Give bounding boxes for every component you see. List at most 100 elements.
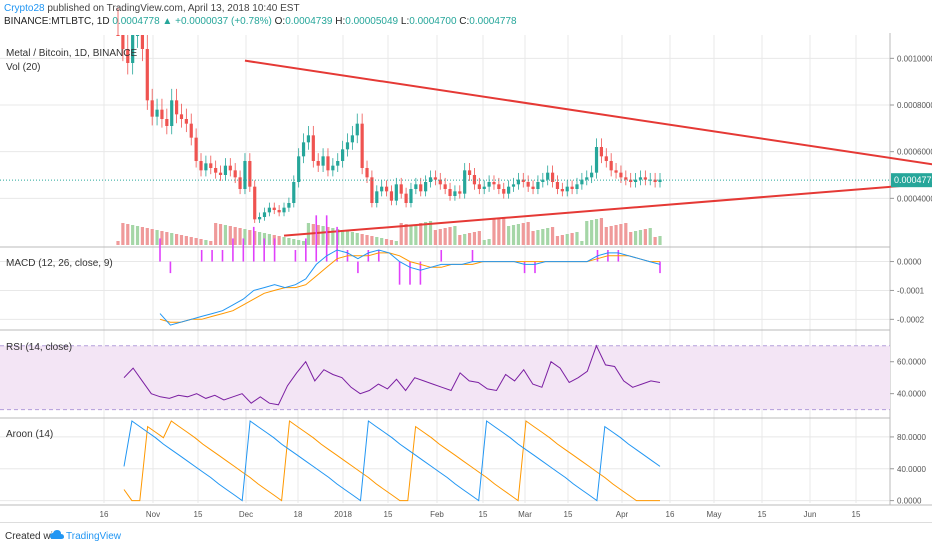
volume-bar <box>477 231 481 245</box>
candle-body <box>404 193 408 203</box>
volume-bar <box>648 228 652 245</box>
y-tick-label: 60.0000 <box>897 358 926 367</box>
trendline-upper[interactable] <box>244 59 932 171</box>
candle-body <box>575 184 579 189</box>
volume-bar <box>546 228 550 245</box>
volume-bar <box>218 224 223 245</box>
volume-bar <box>145 228 149 245</box>
candle-body <box>160 109 164 119</box>
volume-bar <box>282 237 286 245</box>
y-tick-label: 0.0000 <box>897 258 922 267</box>
candle-body <box>380 186 384 192</box>
macd-histogram-bar <box>659 261 661 274</box>
candle-body <box>336 161 340 166</box>
volume-bar <box>404 224 408 245</box>
candle-body <box>463 170 467 194</box>
trendline-lower[interactable] <box>283 180 932 237</box>
volume-bar <box>277 236 281 245</box>
volume-bar <box>658 236 662 245</box>
candle-body <box>121 35 125 49</box>
candle-body <box>287 203 291 208</box>
volume-bar <box>341 230 345 245</box>
x-tick-label: 18 <box>294 510 303 519</box>
high-label: H: <box>335 16 346 27</box>
candle-body <box>189 123 193 138</box>
volume-bar <box>565 234 569 245</box>
high-value: 0.00005049 <box>345 16 399 27</box>
chart-canvas[interactable]: Metal / Bitcoin, 1D, BINANCE Vol (20) 0.… <box>0 0 932 522</box>
created-with-label: Created with <box>5 531 62 542</box>
volume-bar <box>482 240 486 245</box>
candle-body <box>228 165 232 171</box>
candle-body <box>204 163 208 171</box>
candle-body <box>311 135 315 161</box>
macd-histogram-bar <box>232 238 234 262</box>
volume-bar <box>160 231 164 245</box>
candle-body <box>477 184 481 189</box>
tradingview-brand-link[interactable]: TradingView <box>66 531 122 542</box>
candle-body <box>633 179 638 182</box>
volume-bar <box>541 229 545 245</box>
candle-body <box>497 184 501 189</box>
trendlines[interactable] <box>244 59 932 237</box>
volume-bar <box>453 226 457 245</box>
macd-histogram-bar <box>471 250 474 262</box>
volume-bar <box>604 227 608 245</box>
candle-body <box>243 161 247 189</box>
y-tick-label: 0.0004000 <box>897 194 932 203</box>
last-price-badge: 0.0004778 <box>891 173 932 188</box>
candle-body <box>170 100 174 126</box>
x-tick-label: 15 <box>852 510 861 519</box>
candle-body <box>541 179 545 182</box>
macd-line <box>159 249 661 326</box>
volume-bar <box>399 223 403 245</box>
volume-bar <box>223 225 228 245</box>
candle-body <box>570 186 574 189</box>
x-tick-label: 15 <box>194 510 203 519</box>
y-tick-label: 0.0010000 <box>897 54 932 63</box>
volume-bar <box>511 225 516 245</box>
pane-subtitle-volume: Vol (20) <box>6 62 40 73</box>
volume-bar <box>536 230 540 245</box>
macd-histogram-bar <box>242 238 245 262</box>
candle-body <box>653 179 657 182</box>
volume-bar <box>311 224 315 245</box>
candle-body <box>516 179 520 185</box>
volume-bar <box>516 224 520 245</box>
candle-body <box>560 189 564 192</box>
volume-bar <box>375 237 379 245</box>
close-label: C: <box>459 16 470 27</box>
volume-bar <box>150 229 154 245</box>
candle-body <box>472 175 477 185</box>
candle-body <box>370 177 374 203</box>
candle-body <box>145 49 149 101</box>
open-label: O: <box>274 16 286 27</box>
candle-body <box>419 184 423 192</box>
macd-histogram-bar <box>211 250 213 262</box>
tradingview-cloud-icon <box>50 530 64 539</box>
macd-histogram-bar <box>336 226 338 262</box>
aroon-axis: 80.0000 40.0000 0.0000 <box>890 433 926 506</box>
volume-bar <box>238 228 242 245</box>
macd-histogram-bar <box>534 261 536 274</box>
volume-bar <box>301 241 306 245</box>
volume-bar <box>253 231 257 245</box>
volume-bar <box>194 238 198 245</box>
candle-body <box>536 182 540 189</box>
candle-body <box>199 161 203 171</box>
candle-body <box>550 172 555 182</box>
volume-bar <box>126 224 130 245</box>
volume-bar <box>463 234 467 245</box>
candle-body <box>433 177 437 180</box>
candle-body <box>399 184 403 194</box>
candle-body <box>267 207 271 213</box>
open-value: 0.0004739 <box>285 16 333 27</box>
volume-bar <box>458 235 462 245</box>
candle-body <box>135 35 140 36</box>
x-tick-label: 16 <box>100 510 109 519</box>
up-arrow-icon: ▲ <box>162 16 173 27</box>
author-link[interactable]: Crypto28 <box>4 3 45 14</box>
candle-body <box>389 191 394 201</box>
y-tick-label: 0.0006000 <box>897 148 932 157</box>
volume-bar <box>199 239 203 245</box>
